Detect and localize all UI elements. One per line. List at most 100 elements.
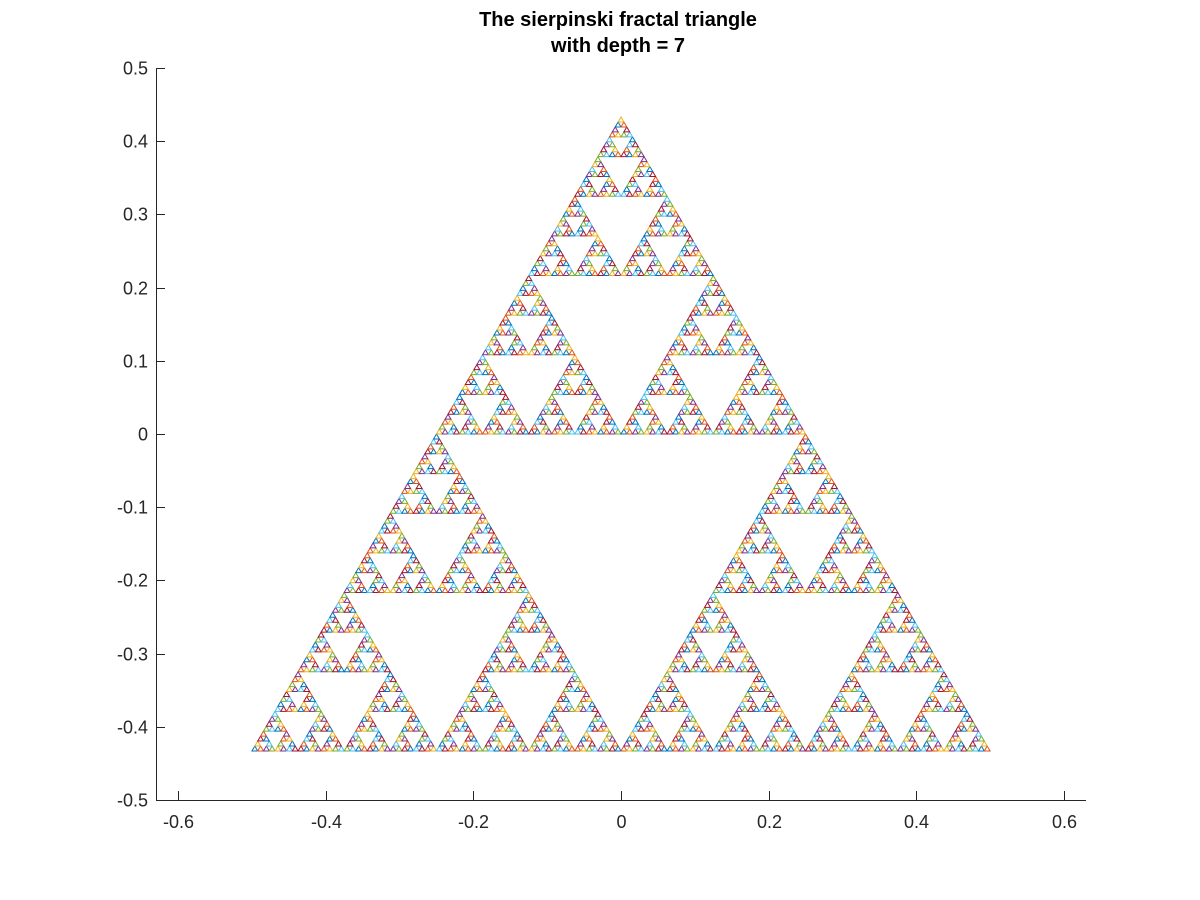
fractal-triangle [839, 735, 847, 742]
fractal-triangle [484, 680, 493, 688]
fractal-triangle [302, 745, 311, 752]
fractal-triangle [354, 576, 363, 584]
fractal-triangle [501, 551, 510, 559]
fractal-triangle [608, 140, 617, 148]
fractal-triangle [631, 259, 640, 267]
fractal-triangle [695, 408, 703, 415]
fractal-triangle [919, 715, 928, 722]
fractal-triangle [351, 650, 360, 658]
fractal-triangle [744, 413, 752, 420]
fractal-triangle [481, 348, 490, 356]
fractal-triangle [775, 388, 784, 395]
fractal-triangle [888, 581, 896, 589]
fractal-triangle [579, 220, 588, 227]
fractal-triangle [565, 205, 573, 212]
fractal-triangle [464, 705, 472, 712]
fractal-triangle [899, 740, 908, 747]
fractal-triangle [735, 388, 743, 395]
fractal-triangle [484, 700, 493, 707]
fractal-triangle [516, 655, 524, 663]
fractal-triangle [643, 398, 651, 405]
fractal-triangle [401, 487, 409, 494]
fractal-triangle [868, 705, 876, 712]
fractal-triangle [354, 725, 363, 732]
fractal-triangle [343, 665, 351, 673]
fractal-triangle [767, 492, 775, 499]
fractal-triangle [383, 546, 392, 554]
fractal-triangle [349, 576, 357, 584]
fractal-triangle [830, 581, 839, 589]
fractal-triangle [683, 239, 692, 247]
fractal-triangle [328, 650, 337, 658]
fractal-triangle [574, 358, 582, 366]
fractal-triangle [326, 626, 334, 633]
fractal-triangle [412, 477, 421, 485]
fractal-triangle [300, 680, 308, 688]
fractal-triangle [666, 675, 674, 683]
fractal-triangle [672, 220, 680, 227]
fractal-triangle [533, 299, 542, 306]
fractal-triangle [660, 358, 668, 366]
fractal-triangle [426, 740, 435, 747]
fractal-triangle [516, 745, 524, 752]
fractal-triangle [470, 745, 478, 752]
fractal-triangle [539, 745, 547, 752]
fractal-triangle [401, 735, 409, 742]
fractal-triangle [648, 249, 657, 257]
fractal-triangle [533, 606, 542, 613]
fractal-triangle [452, 487, 461, 494]
fractal-triangle [833, 566, 841, 574]
fractal-triangle [536, 333, 545, 341]
fractal-triangle [611, 264, 619, 272]
fractal-triangle [487, 338, 496, 346]
fractal-triangle [911, 621, 919, 628]
fractal-triangle [718, 299, 726, 306]
fractal-triangle [599, 720, 608, 727]
fractal-triangle [527, 428, 536, 435]
fractal-triangle [464, 487, 472, 494]
fractal-triangle [349, 626, 357, 633]
fractal-triangle [553, 740, 562, 747]
fractal-triangle [392, 581, 400, 589]
fractal-triangle [628, 413, 637, 420]
fractal-triangle [689, 348, 697, 356]
fractal-triangle [493, 586, 501, 593]
fractal-triangle [415, 502, 423, 509]
fractal-triangle [657, 225, 666, 232]
fractal-triangle [879, 586, 888, 593]
fractal-triangle [692, 720, 700, 727]
fractal-triangle [752, 745, 761, 752]
fractal-triangle [556, 348, 565, 356]
fractal-triangle [588, 165, 596, 173]
fractal-triangle [712, 606, 720, 613]
fractal-triangle [643, 428, 651, 435]
x-axis: -0.6 -0.4 -0.2 0 0.2 0.4 0.6 [156, 791, 1086, 832]
fractal-triangle [475, 745, 484, 752]
fractal-triangle [873, 626, 882, 633]
fractal-triangle [830, 740, 839, 747]
fractal-triangle [597, 745, 605, 752]
fractal-triangle [435, 428, 444, 435]
fractal-triangle [677, 388, 686, 395]
fractal-triangle [568, 428, 576, 435]
fractal-triangle [654, 210, 663, 217]
fractal-triangle [712, 309, 720, 316]
fractal-triangle [689, 408, 697, 415]
fractal-triangle [354, 616, 363, 623]
fractal-triangle [749, 680, 758, 688]
fractal-triangle [666, 269, 674, 277]
fractal-triangle [738, 403, 746, 410]
fractal-triangle [821, 477, 830, 485]
fractal-triangle [366, 745, 374, 752]
fractal-triangle [574, 705, 582, 712]
fractal-triangle [752, 358, 761, 366]
fractal-triangle [522, 596, 530, 603]
fractal-triangle [674, 254, 683, 262]
fractal-triangle [354, 645, 363, 653]
fractal-triangle [372, 725, 380, 732]
fractal-triangle [657, 700, 666, 707]
fractal-triangle [666, 428, 674, 435]
fractal-triangle [672, 685, 680, 693]
fractal-triangle [533, 655, 542, 663]
fractal-triangle [395, 705, 403, 712]
